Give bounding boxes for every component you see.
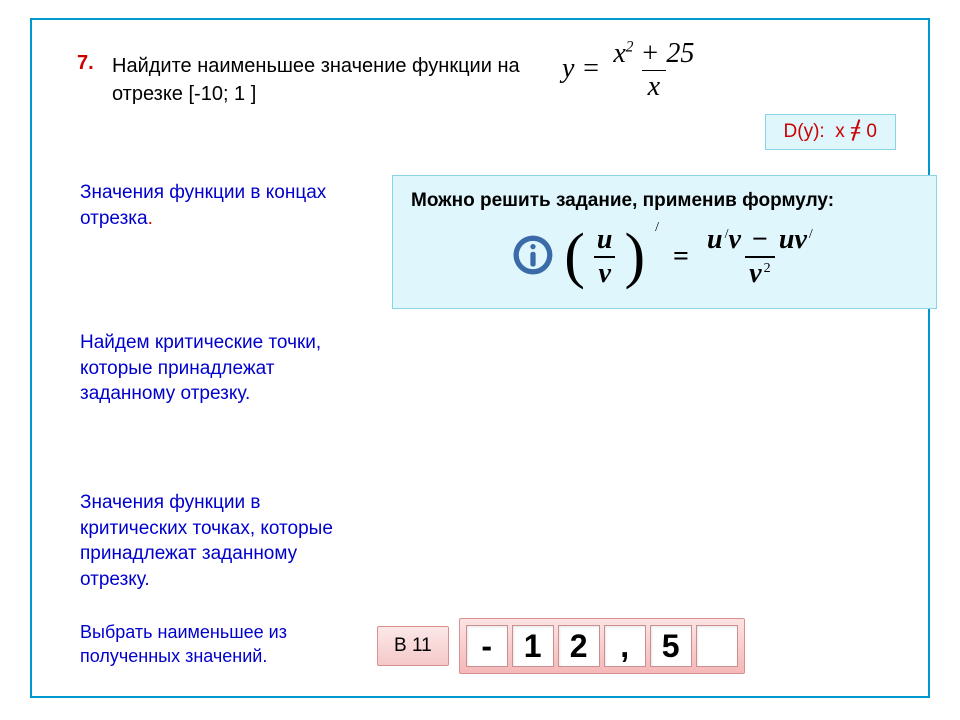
- lparen: (: [564, 232, 585, 282]
- domain-box: D(y): x = 0: [765, 114, 896, 150]
- answer-cell[interactable]: 2: [558, 625, 600, 667]
- domain-var: x: [835, 121, 845, 142]
- not-equal-sign: =: [850, 121, 861, 143]
- answer-label[interactable]: В 11: [377, 626, 449, 666]
- step-1: Значения функции в концах отрезка.: [80, 180, 350, 231]
- formula-lhs: y =: [562, 53, 600, 84]
- r-u1: u: [707, 224, 723, 255]
- info-icon: [512, 234, 554, 281]
- quotient-rule-formula: ( u v )/ = u/v − uv/ v2: [411, 224, 918, 290]
- problem-number: 7.: [77, 52, 94, 75]
- slide-frame: 7. Найдите наименьшее значение функции н…: [30, 18, 930, 698]
- answer-cell[interactable]: -: [466, 625, 508, 667]
- rhs-fraction: u/v − uv/ v2: [703, 224, 817, 290]
- r-v2: v: [794, 224, 806, 255]
- denominator: x: [642, 70, 666, 103]
- q-den: v: [594, 256, 614, 290]
- step-1-text: Значения функции в концах отрезка: [80, 182, 326, 229]
- num-plus25: + 25: [633, 38, 694, 69]
- num-base: x: [613, 38, 625, 69]
- r-den-exp: 2: [764, 261, 771, 276]
- r-v1: v: [728, 224, 740, 255]
- hint-title: Можно решить задание, применив формулу:: [411, 190, 918, 212]
- hint-box: Можно решить задание, применив формулу: …: [392, 175, 937, 309]
- outer-prime: /: [655, 220, 659, 236]
- answer-cells: - 1 2 , 5: [459, 618, 745, 674]
- r-u2: u: [779, 224, 795, 255]
- answer-cell[interactable]: [696, 625, 738, 667]
- answer-cell[interactable]: 5: [650, 625, 692, 667]
- step-2: Найдем критические точки, которые принад…: [80, 330, 350, 407]
- answer-cell[interactable]: 1: [512, 625, 554, 667]
- r-minus: −: [752, 224, 768, 255]
- step-4: Выбрать наименьшее из полученных значени…: [80, 620, 350, 669]
- rparen: ): [624, 232, 645, 282]
- r-p2: /: [809, 227, 813, 242]
- r-den-v: v: [749, 258, 761, 289]
- formula-fraction: x2 + 25 x: [607, 38, 700, 103]
- step-3: Значения функции в критических точках, к…: [80, 490, 350, 593]
- problem-statement: Найдите наименьшее значение функции на о…: [112, 52, 532, 108]
- uv-fraction: u v: [593, 224, 617, 290]
- answer-cell[interactable]: ,: [604, 625, 646, 667]
- function-formula: y = x2 + 25 x: [562, 38, 700, 103]
- domain-label: D(y):: [784, 121, 825, 142]
- domain-val: 0: [861, 121, 877, 142]
- q-num: u: [593, 224, 617, 256]
- step-dot: .: [148, 208, 153, 229]
- answer-row: В 11 - 1 2 , 5: [377, 618, 745, 674]
- eq-sign: =: [673, 241, 689, 273]
